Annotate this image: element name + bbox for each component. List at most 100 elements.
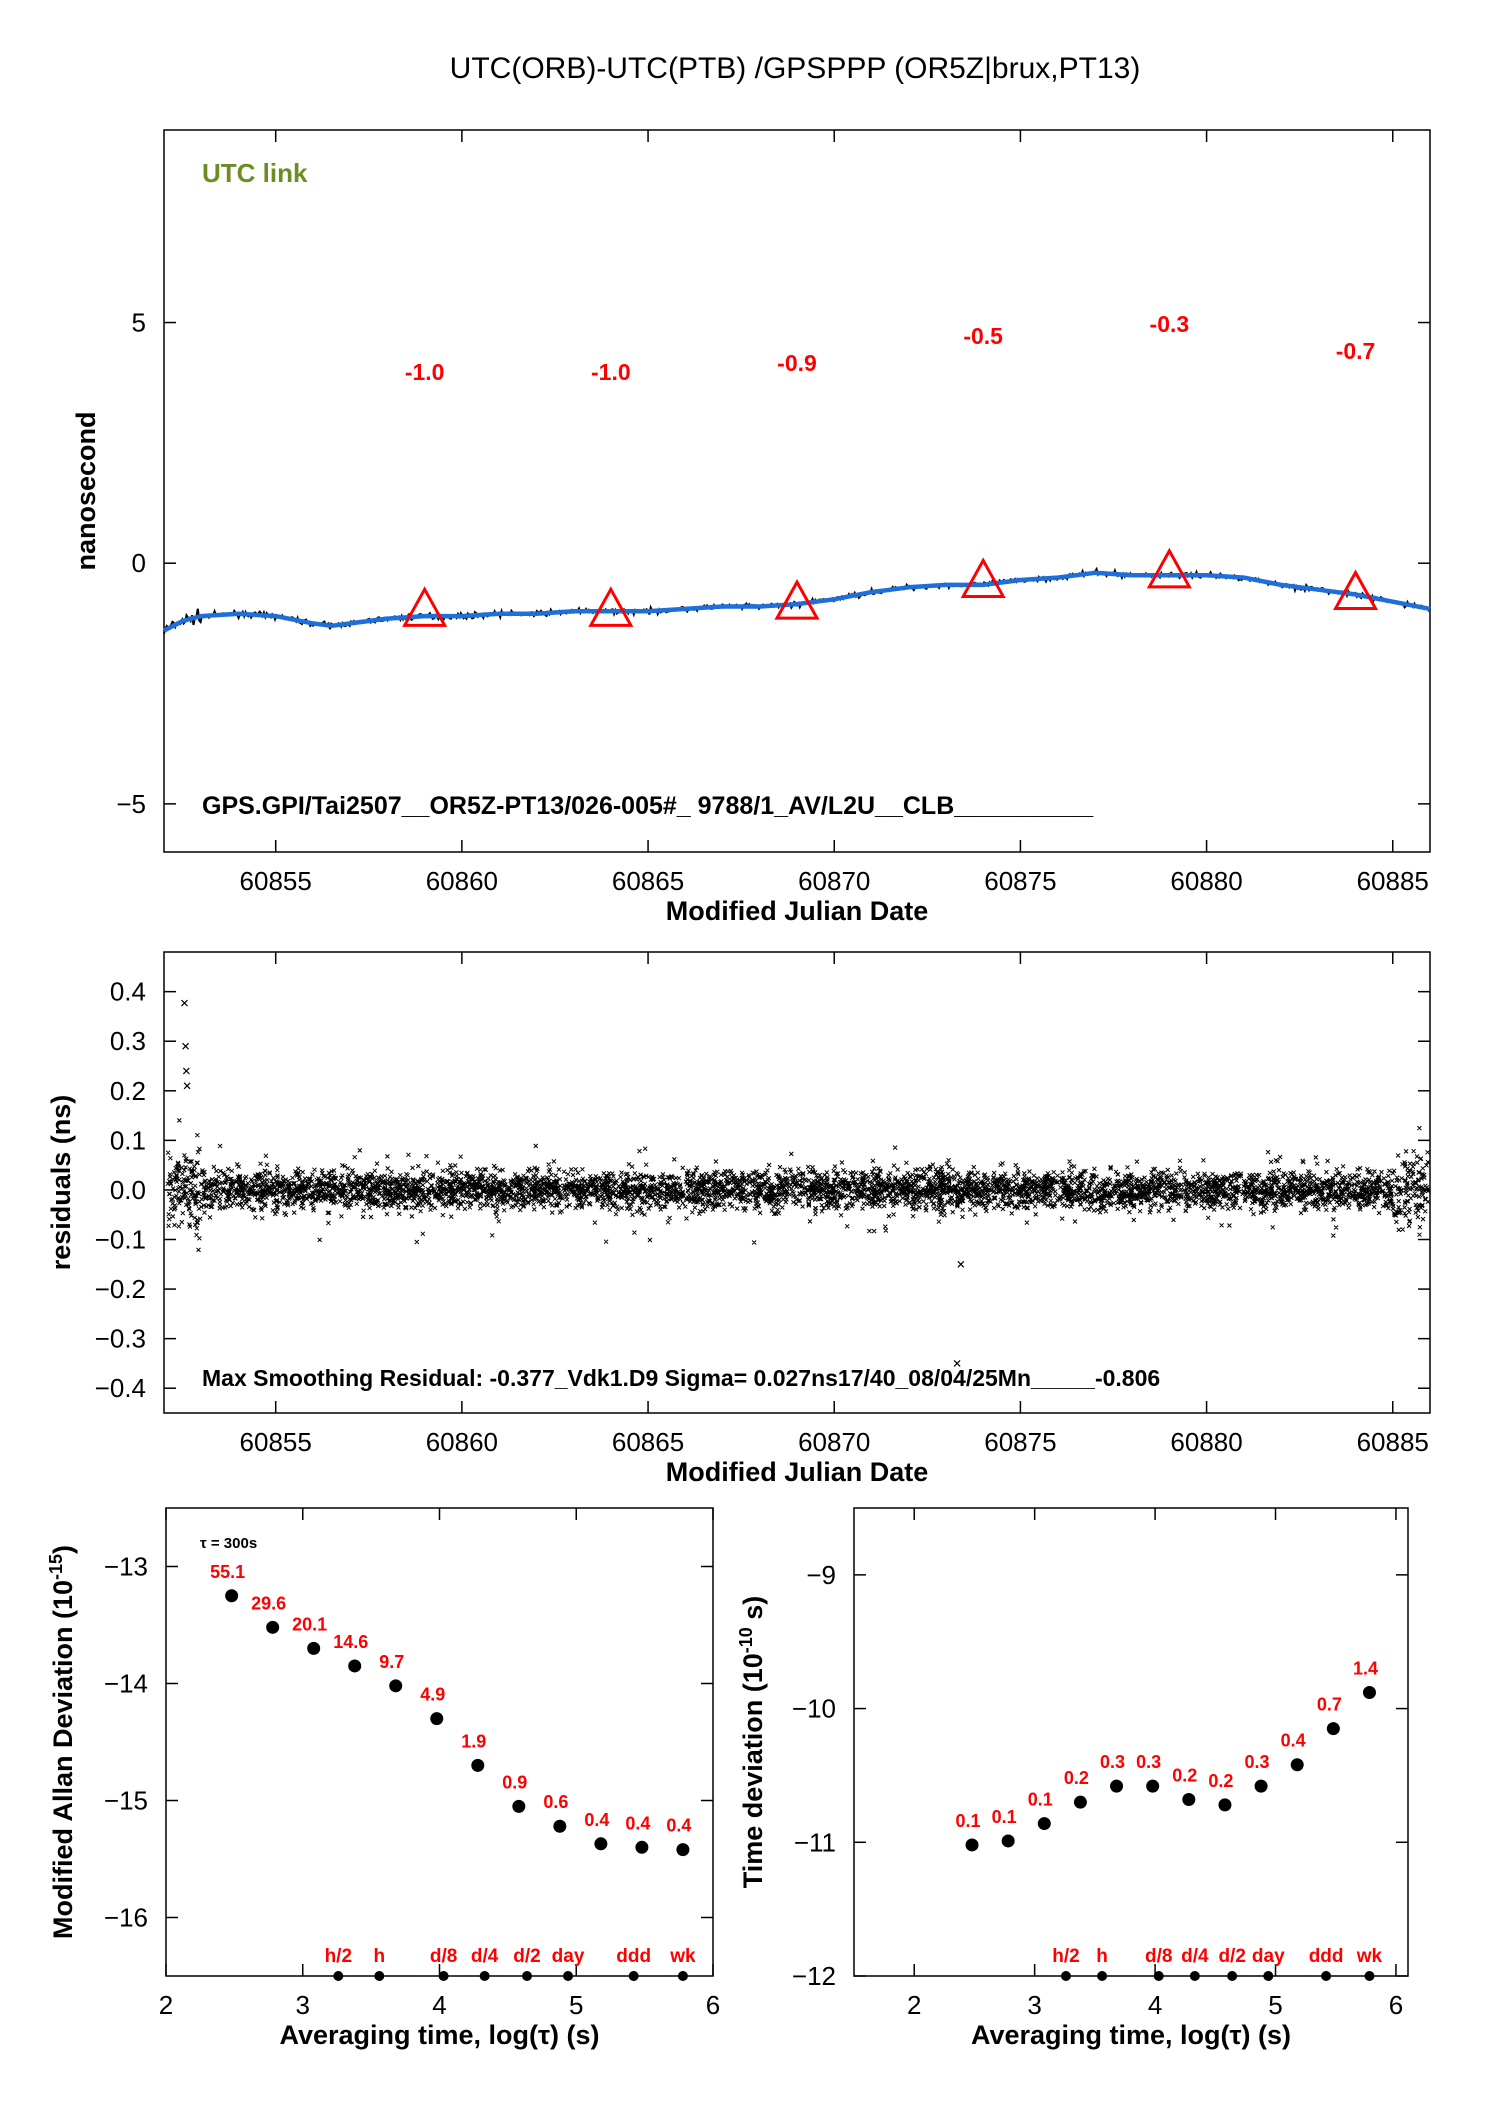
link-identifier: GPS.GPI/Tai2507__OR5Z-PT13/026-005#_ 978… bbox=[202, 792, 1094, 820]
y-tick-label: −0.3 bbox=[95, 1324, 146, 1354]
offset-marker bbox=[774, 579, 820, 620]
x-tick-label: 60870 bbox=[798, 1427, 870, 1457]
time-marker-dot bbox=[333, 1971, 344, 1981]
time-marker-label: d/8 bbox=[1145, 1946, 1172, 1967]
x-tick-label: 60885 bbox=[1357, 866, 1429, 896]
x-tick-label: 60880 bbox=[1170, 1427, 1242, 1457]
y-tick-label: −0.1 bbox=[95, 1225, 146, 1255]
time-marker-label: d/2 bbox=[1218, 1946, 1245, 1967]
offset-label: -0.5 bbox=[963, 323, 1003, 349]
deviation-label: 9.7 bbox=[379, 1652, 404, 1672]
smoothed-series-line bbox=[162, 570, 1431, 633]
deviation-label: 0.1 bbox=[992, 1807, 1017, 1827]
x-axis-label: Modified Julian Date bbox=[666, 896, 929, 926]
deviation-label: 1.4 bbox=[1353, 1659, 1378, 1679]
time-marker-label: h bbox=[1096, 1946, 1108, 1967]
y-tick-label: −15 bbox=[104, 1786, 148, 1816]
time-marker-dot bbox=[1153, 1971, 1164, 1981]
x-tick-label: 60865 bbox=[612, 1427, 684, 1457]
time-marker-dot bbox=[563, 1971, 574, 1981]
time-marker-dot bbox=[479, 1971, 490, 1981]
time-marker-dot bbox=[628, 1971, 639, 1981]
time-marker-dot bbox=[1227, 1971, 1238, 1981]
deviation-label: 0.2 bbox=[1172, 1765, 1197, 1785]
time-marker-label: ddd bbox=[1309, 1946, 1344, 1967]
plot-frame bbox=[165, 1507, 714, 1977]
deviation-label: 0.3 bbox=[1245, 1752, 1270, 1772]
deviation-point bbox=[1254, 1779, 1268, 1793]
deviation-label: 4.9 bbox=[420, 1685, 445, 1705]
offset-marker bbox=[1146, 547, 1192, 589]
utc-link-note: UTC link bbox=[202, 158, 308, 188]
time-marker-dot bbox=[1189, 1971, 1200, 1981]
y-tick-label: −5 bbox=[116, 789, 146, 819]
deviation-point bbox=[553, 1819, 567, 1833]
x-tick-label: 5 bbox=[1268, 1990, 1282, 2020]
plot-frame bbox=[163, 951, 1431, 1414]
deviation-point bbox=[1073, 1795, 1087, 1809]
deviation-label: 1.9 bbox=[461, 1731, 486, 1751]
deviation-label: 20.1 bbox=[292, 1614, 327, 1634]
residual-points bbox=[165, 1118, 1431, 1253]
time-marker-label: day bbox=[552, 1946, 585, 1967]
deviation-point bbox=[266, 1620, 280, 1634]
deviation-label: 14.6 bbox=[333, 1632, 368, 1652]
deviation-label: 0.6 bbox=[543, 1792, 568, 1812]
offset-marker bbox=[960, 557, 1006, 598]
y-tick-label: 0.2 bbox=[110, 1076, 146, 1106]
y-axis-label: Modified Allan Deviation (10-15) bbox=[46, 1545, 78, 1939]
deviation-point bbox=[1362, 1686, 1376, 1700]
time-marker-label: wk bbox=[669, 1946, 696, 1967]
panels: 60855 60860 60865 60870 60875 60880 60885 −5 0 5 M… bbox=[46, 129, 1431, 2050]
time-marker-dot bbox=[522, 1971, 533, 1981]
x-tick-label: 2 bbox=[907, 1990, 921, 2020]
y-tick-label: −16 bbox=[104, 1903, 148, 1933]
tdev-panel: 2 3 4 5 6 −12 −11 −10 −9 Averaging time, log(τ) (… bbox=[736, 1507, 1409, 2050]
offset-marker bbox=[402, 586, 448, 627]
time-marker-dot bbox=[1097, 1971, 1108, 1981]
x-tick-label: 2 bbox=[159, 1990, 173, 2020]
time-marker-dot bbox=[677, 1971, 688, 1981]
y-tick-label: −9 bbox=[806, 1560, 836, 1590]
deviation-point bbox=[965, 1838, 979, 1852]
deviation-label: 0.4 bbox=[625, 1813, 650, 1833]
y-tick-label: −0.2 bbox=[95, 1274, 146, 1304]
x-tick-label: 60855 bbox=[240, 1427, 312, 1457]
deviation-label: 0.3 bbox=[1100, 1752, 1125, 1772]
plot-frame bbox=[853, 1507, 1409, 1977]
deviation-point bbox=[676, 1843, 690, 1857]
deviation-point bbox=[1110, 1779, 1124, 1793]
x-tick-label: 60860 bbox=[426, 1427, 498, 1457]
y-tick-label: −10 bbox=[792, 1694, 836, 1724]
x-tick-label: 4 bbox=[1148, 1990, 1162, 2020]
x-tick-label: 60885 bbox=[1357, 1427, 1429, 1457]
y-tick-label: 0.0 bbox=[110, 1175, 146, 1205]
x-tick-label: 6 bbox=[1389, 1990, 1403, 2020]
time-marker-dot bbox=[438, 1971, 449, 1981]
deviation-point bbox=[1146, 1779, 1160, 1793]
offset-label: -0.9 bbox=[777, 350, 817, 376]
deviation-point bbox=[594, 1837, 608, 1851]
mdev-panel: 2 3 4 5 6 −16 −15 −14 −13 Averaging time, log(τ) … bbox=[46, 1507, 720, 2050]
x-tick-label: 60880 bbox=[1170, 866, 1242, 896]
offset-label: -1.0 bbox=[591, 359, 631, 385]
deviation-point bbox=[1001, 1834, 1015, 1848]
time-marker-label: h/2 bbox=[1052, 1946, 1079, 1967]
deviation-point bbox=[430, 1712, 444, 1726]
time-marker-label: d/4 bbox=[1181, 1946, 1209, 1967]
time-marker-label: h/2 bbox=[325, 1946, 352, 1967]
deviation-label: 0.2 bbox=[1064, 1768, 1089, 1788]
deviation-label: 0.9 bbox=[502, 1772, 527, 1792]
deviation-point bbox=[225, 1589, 239, 1603]
deviation-label: 0.1 bbox=[956, 1811, 981, 1831]
x-tick-label: 60865 bbox=[612, 866, 684, 896]
deviation-point bbox=[471, 1758, 485, 1772]
time-marker-label: wk bbox=[1356, 1946, 1383, 1967]
plot-frame bbox=[163, 129, 1431, 853]
deviation-point bbox=[348, 1659, 362, 1673]
time-marker-dot bbox=[1263, 1971, 1274, 1981]
offset-marker bbox=[1332, 569, 1379, 610]
time-marker-label: day bbox=[1252, 1946, 1285, 1967]
deviation-point bbox=[1290, 1758, 1304, 1772]
deviation-point bbox=[635, 1840, 649, 1854]
